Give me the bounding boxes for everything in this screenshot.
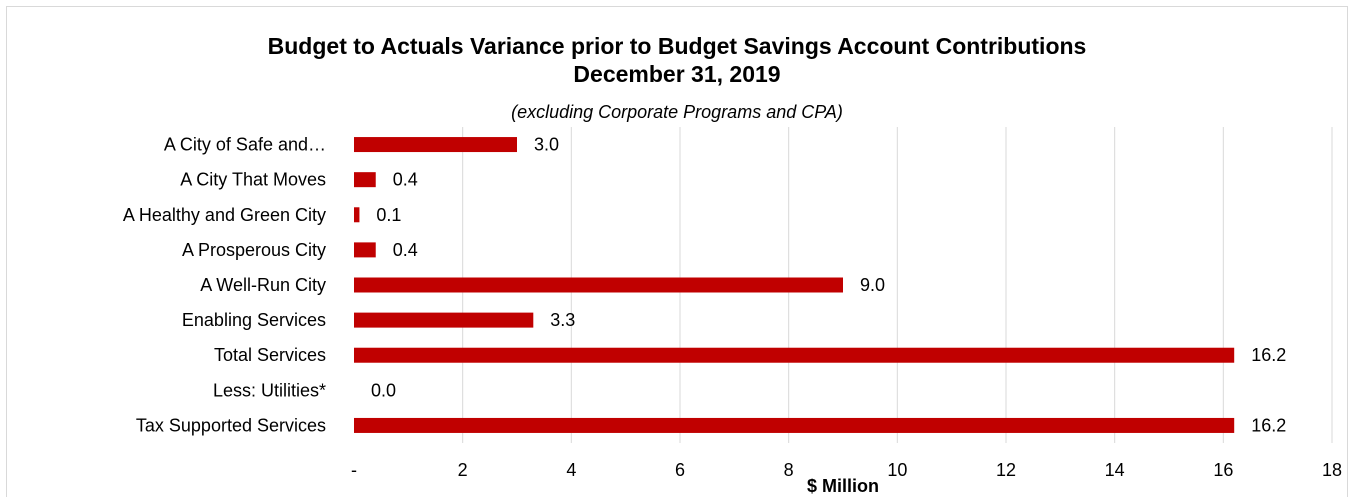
category-label: Total Services bbox=[214, 345, 326, 365]
x-tick-label: 8 bbox=[784, 460, 794, 480]
x-tick-label: 2 bbox=[458, 460, 468, 480]
data-label: 3.0 bbox=[534, 135, 559, 155]
bar bbox=[354, 172, 376, 188]
bar bbox=[354, 347, 1235, 363]
data-labels: 3.0 0.4 0.1 0.4 9.0 3.3 16.2 0.0 16.2 bbox=[371, 135, 1286, 436]
x-tick-label: - bbox=[351, 460, 357, 480]
bars bbox=[354, 137, 1235, 433]
category-label: A Healthy and Green City bbox=[123, 205, 326, 225]
category-label: A Well-Run City bbox=[200, 275, 326, 295]
data-label: 16.2 bbox=[1251, 345, 1286, 365]
data-label: 0.4 bbox=[393, 240, 418, 260]
category-label: A Prosperous City bbox=[182, 240, 326, 260]
bar bbox=[354, 312, 534, 328]
bar bbox=[354, 137, 517, 153]
x-tick-label: 6 bbox=[675, 460, 685, 480]
data-label: 16.2 bbox=[1251, 415, 1286, 435]
bar bbox=[354, 277, 843, 293]
category-label: A City That Moves bbox=[180, 170, 326, 190]
x-tick-label: 10 bbox=[887, 460, 907, 480]
category-label: Enabling Services bbox=[182, 310, 326, 330]
data-label: 0.0 bbox=[371, 380, 396, 400]
chart-title: Budget to Actuals Variance prior to Budg… bbox=[267, 33, 1087, 59]
category-label: A City of Safe and… bbox=[164, 135, 326, 155]
chart-subtitle: (excluding Corporate Programs and CPA) bbox=[511, 102, 843, 122]
bar bbox=[354, 242, 376, 258]
data-label: 0.4 bbox=[393, 170, 418, 190]
x-tick-label: 18 bbox=[1322, 460, 1342, 480]
bar bbox=[354, 207, 360, 223]
data-label: 9.0 bbox=[860, 275, 885, 295]
x-tick-label: 14 bbox=[1105, 460, 1125, 480]
category-label: Less: Utilities* bbox=[213, 380, 326, 400]
x-axis-label: $ Million bbox=[807, 476, 879, 496]
category-labels: A City of Safe and… A City That Moves A He… bbox=[123, 135, 326, 436]
chart-title-date: December 31, 2019 bbox=[573, 61, 781, 87]
chart-frame bbox=[6, 6, 1348, 497]
x-tick-label: 16 bbox=[1213, 460, 1233, 480]
bar bbox=[354, 417, 1235, 433]
x-tick-label: 4 bbox=[566, 460, 576, 480]
data-label: 0.1 bbox=[376, 205, 401, 225]
x-tick-label: 12 bbox=[996, 460, 1016, 480]
x-axis-ticks: - 2 4 6 8 10 12 14 16 18 bbox=[351, 460, 1342, 480]
data-label: 3.3 bbox=[550, 310, 575, 330]
category-label: Tax Supported Services bbox=[136, 415, 326, 435]
